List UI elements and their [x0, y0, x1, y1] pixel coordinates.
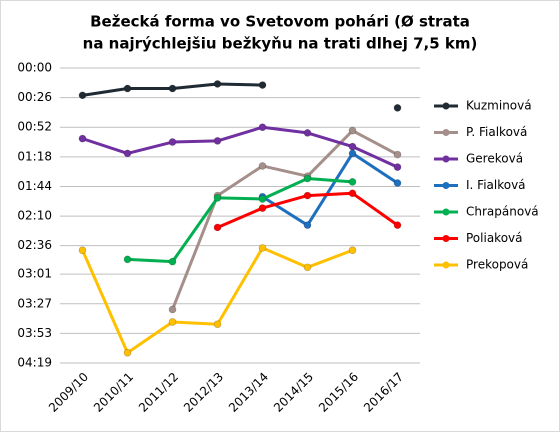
data-point [258, 162, 267, 170]
y-tick-label: 04:19 [17, 356, 52, 370]
data-point [213, 193, 222, 202]
series-line [82, 125, 399, 169]
data-point [78, 134, 87, 143]
y-tick-label: 03:27 [17, 296, 52, 310]
data-point [258, 123, 267, 132]
chart-title: Bežecká forma vo Svetovom pohári (Ø stra… [90, 13, 470, 31]
data-point [258, 204, 267, 212]
data-point [168, 138, 177, 146]
y-tick-label: 03:01 [17, 267, 52, 281]
data-point [303, 129, 312, 137]
legend-label: Prekopová [466, 258, 528, 272]
data-point [123, 84, 132, 93]
data-point [123, 348, 132, 357]
data-point [258, 244, 267, 252]
data-point [258, 195, 267, 203]
chart-title: na najrýchlejšiu bežkyňu na trati dlhej … [83, 35, 478, 53]
legend-swatch [442, 182, 450, 189]
data-point [348, 142, 357, 151]
legend-swatch [442, 102, 450, 110]
y-tick-label: 00:52 [17, 120, 52, 134]
legend-label: Chrapánová [466, 205, 539, 219]
legend-swatch [442, 208, 450, 216]
legend-label: I. Fialková [466, 178, 526, 192]
y-tick-label: 00:00 [17, 61, 52, 75]
data-point [393, 150, 402, 159]
data-point [393, 179, 402, 187]
series-line [127, 176, 353, 264]
data-point [348, 178, 357, 186]
legend-swatch [442, 261, 450, 269]
y-tick-label: 03:53 [17, 326, 52, 340]
data-point [168, 305, 177, 314]
legend-label: Kuzminová [466, 99, 532, 113]
data-point [78, 91, 87, 100]
data-point [123, 149, 132, 158]
data-point [303, 221, 312, 230]
legend-label: P. Fialková [466, 125, 527, 139]
data-point [303, 174, 312, 183]
series-line [261, 151, 399, 227]
y-tick-label: 01:18 [17, 149, 52, 163]
legend-swatch [442, 129, 450, 136]
data-point [303, 191, 312, 200]
y-tick-label: 02:36 [17, 238, 52, 252]
legend-swatch [442, 235, 450, 242]
y-tick-label: 02:10 [17, 209, 52, 223]
data-point [348, 126, 357, 135]
series-line [171, 129, 399, 311]
data-point [393, 104, 402, 112]
data-point [213, 223, 222, 232]
data-point [258, 81, 267, 89]
legend-swatch [442, 155, 450, 163]
data-point [168, 318, 177, 326]
data-point [348, 189, 357, 198]
data-point [348, 149, 357, 158]
legend-label: Poliaková [466, 231, 523, 245]
data-point [303, 263, 312, 272]
data-point [168, 257, 177, 266]
data-point [213, 320, 222, 329]
data-point [348, 246, 357, 255]
y-tick-label: 01:44 [17, 179, 52, 193]
data-point [213, 137, 222, 145]
data-point [123, 255, 132, 264]
legend-label: Gereková [466, 152, 523, 166]
data-point [78, 246, 87, 255]
data-point [168, 84, 177, 93]
data-point [393, 221, 402, 230]
y-tick-label: 00:26 [17, 90, 52, 104]
data-point [213, 80, 222, 88]
data-point [393, 163, 402, 171]
